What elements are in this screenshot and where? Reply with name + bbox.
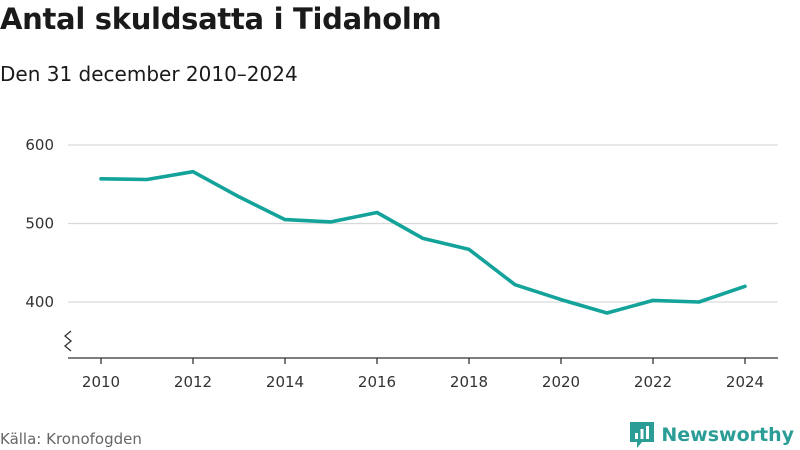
brand-name: Newsworthy xyxy=(661,424,794,446)
data-point-2018 xyxy=(467,247,471,251)
y-axis-ticks: 400 500 600 xyxy=(25,136,54,311)
gridlines xyxy=(68,144,778,303)
data-point-2019 xyxy=(513,283,517,287)
data-point-2015 xyxy=(329,220,333,224)
series-line-0 xyxy=(99,169,747,315)
x-tick-label-2016: 2016 xyxy=(358,373,396,391)
y-tick-label-400: 400 xyxy=(25,293,54,311)
x-tick-label-2014: 2014 xyxy=(266,373,304,391)
x-axis xyxy=(63,330,778,359)
data-point-2020 xyxy=(559,298,563,302)
x-tick-label-2018: 2018 xyxy=(450,373,488,391)
data-point-2010 xyxy=(99,177,103,181)
data-point-2021 xyxy=(605,311,609,315)
x-tick-label-2022: 2022 xyxy=(634,373,672,391)
chart-subtitle: Den 31 december 2010–2024 xyxy=(0,62,298,86)
axis-break-icon xyxy=(63,330,73,352)
data-point-2017 xyxy=(421,236,425,240)
brand-logo: Newsworthy xyxy=(629,420,794,450)
newsworthy-logo-icon xyxy=(630,422,655,448)
y-tick-label-500: 500 xyxy=(25,215,54,233)
y-tick-label-600: 600 xyxy=(25,136,54,154)
data-point-2022 xyxy=(651,298,655,302)
x-tick-label-2024: 2024 xyxy=(726,373,764,391)
chart-title: Antal skuldsatta i Tidaholm xyxy=(0,2,442,36)
source-note: Källa: Kronofogden xyxy=(0,430,142,448)
x-tick-label-2012: 2012 xyxy=(174,373,212,391)
data-point-2023 xyxy=(697,300,701,304)
data-point-2013 xyxy=(237,195,241,199)
x-axis-ticks: 2010 2012 2014 2016 2018 2020 2022 2024 xyxy=(82,358,764,391)
x-tick-label-2010: 2010 xyxy=(82,373,120,391)
series-layer xyxy=(99,169,747,315)
data-point-2014 xyxy=(283,218,287,222)
x-tick-label-2020: 2020 xyxy=(542,373,580,391)
data-point-2024 xyxy=(743,284,747,288)
data-point-2016 xyxy=(375,211,379,215)
data-point-2011 xyxy=(145,178,149,182)
data-point-2012 xyxy=(191,170,195,174)
